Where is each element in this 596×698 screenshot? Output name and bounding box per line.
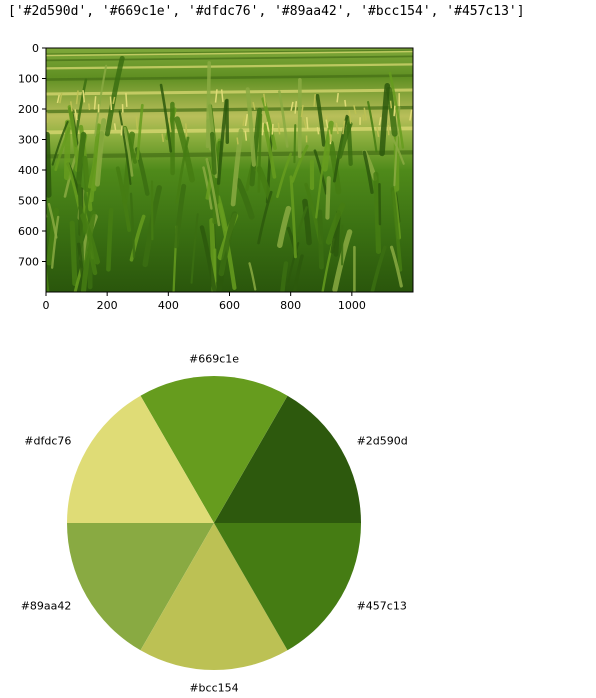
pie-slice-label: #457c13 <box>357 599 407 612</box>
x-tick-label: 800 <box>280 299 301 312</box>
y-tick-label: 700 <box>18 256 39 269</box>
corn-leaves <box>46 55 413 292</box>
y-tick-label: 600 <box>18 225 39 238</box>
pie-chart: #2d590d #669c1e #dfdc76 #89aa42 #bcc154 #457c… <box>21 352 408 694</box>
y-tick-label: 0 <box>32 42 39 55</box>
y-tick-label: 200 <box>18 103 39 116</box>
pie-slice-label: #89aa42 <box>21 599 72 612</box>
pie-slice <box>67 523 214 651</box>
x-tick-label: 400 <box>158 299 179 312</box>
pie-slice <box>140 523 288 670</box>
pie-slice <box>140 376 288 523</box>
pie-slices <box>67 376 361 670</box>
x-tick-label: 200 <box>97 299 118 312</box>
x-tick-label: 1000 <box>338 299 366 312</box>
x-tick-label: 600 <box>219 299 240 312</box>
pie-slice-label: #bcc154 <box>189 682 238 695</box>
pie-slice <box>67 395 214 523</box>
y-tick-label: 500 <box>18 195 39 208</box>
output-text: ['#2d590d', '#669c1e', '#dfdc76', '#89aa… <box>8 4 525 19</box>
x-tick-label: 0 <box>43 299 50 312</box>
pie-slice <box>214 395 361 523</box>
pie-slice-label: #669c1e <box>189 352 239 365</box>
pie-labels: #2d590d #669c1e #dfdc76 #89aa42 #bcc154 #457c… <box>21 352 408 694</box>
y-tick-label: 400 <box>18 164 39 177</box>
y-tick-label: 100 <box>18 73 39 86</box>
pie-slice <box>214 523 361 651</box>
image-axes: 0 200 400 600 800 1000 0 100 200 300 400 500 600 700 <box>18 42 366 312</box>
pie-slice-label: #dfdc76 <box>24 435 71 448</box>
y-tick-label: 300 <box>18 134 39 147</box>
image-figure: 0 200 400 600 800 1000 0 100 200 300 400 500 600 700 <box>18 42 414 312</box>
pie-slice-label: #2d590d <box>357 435 408 448</box>
corn-field-image <box>46 48 413 292</box>
